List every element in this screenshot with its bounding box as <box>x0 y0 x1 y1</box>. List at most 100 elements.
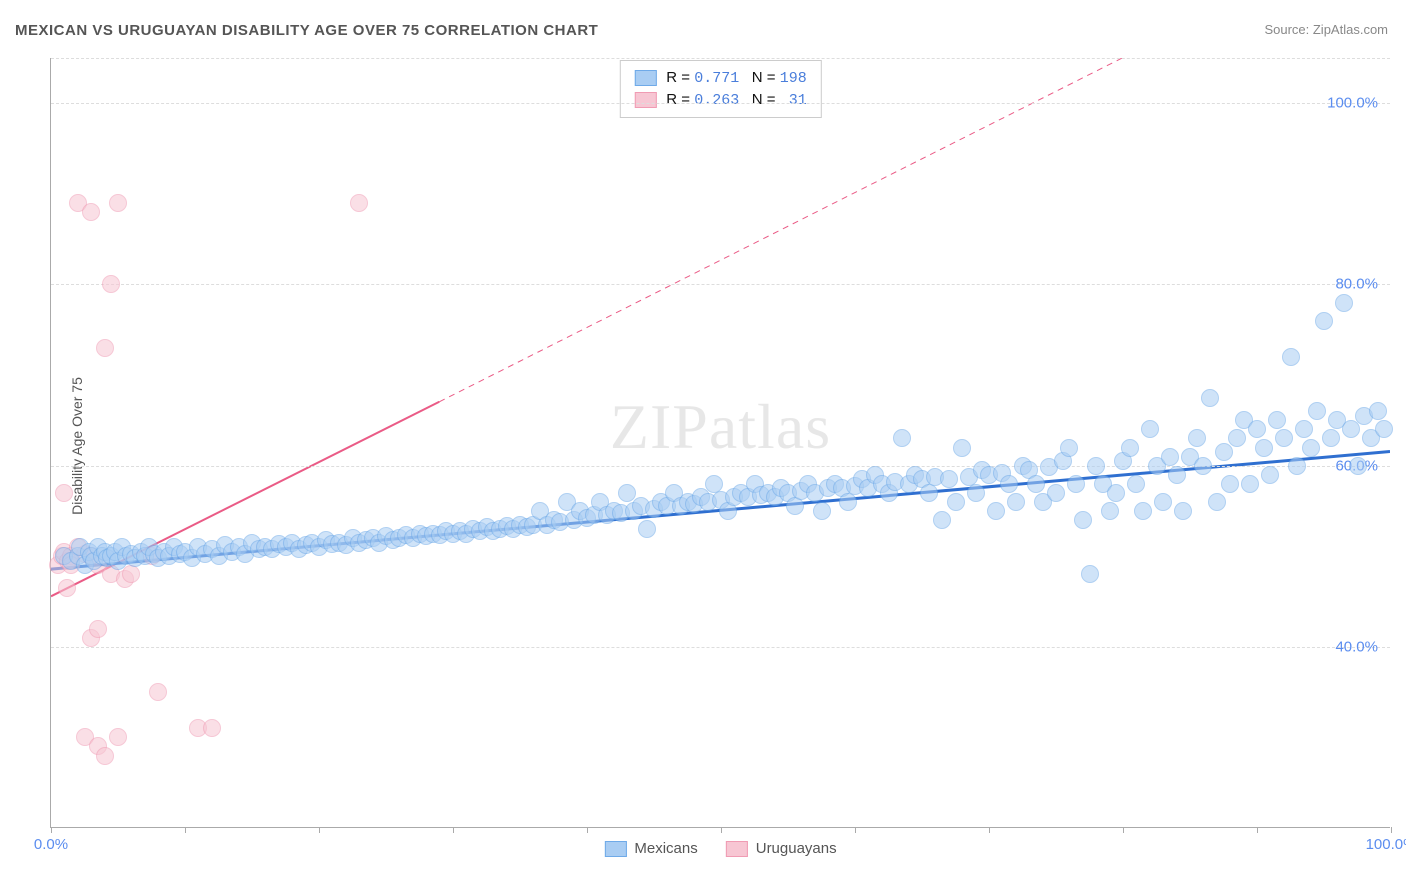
source-attribution: Source: ZipAtlas.com <box>1264 22 1388 37</box>
gridline <box>51 103 1390 104</box>
series-legend: Mexicans Uruguayans <box>604 840 836 857</box>
x-tick <box>855 827 856 833</box>
data-point <box>122 565 140 583</box>
data-point <box>987 502 1005 520</box>
data-point <box>89 620 107 638</box>
data-point <box>1302 439 1320 457</box>
x-tick-label: 0.0% <box>34 836 68 853</box>
data-point <box>1027 475 1045 493</box>
y-tick-label: 100.0% <box>1327 95 1378 112</box>
data-point <box>786 497 804 515</box>
legend-row: R = 0.263 N = 31 <box>634 89 806 111</box>
watermark: ZIPatlas <box>610 390 831 464</box>
correlation-chart: MEXICAN VS URUGUAYAN DISABILITY AGE OVER… <box>0 0 1406 892</box>
x-tick <box>989 827 990 833</box>
data-point <box>1194 457 1212 475</box>
data-point <box>839 493 857 511</box>
data-point <box>1369 402 1387 420</box>
data-point <box>893 429 911 447</box>
legend-swatch <box>726 841 748 857</box>
data-point <box>1188 429 1206 447</box>
data-point <box>109 728 127 746</box>
data-point <box>1201 389 1219 407</box>
gridline <box>51 58 1390 59</box>
data-point <box>1161 448 1179 466</box>
data-point <box>82 203 100 221</box>
x-tick <box>51 827 52 833</box>
data-point <box>1335 294 1353 312</box>
legend-label: Mexicans <box>634 840 697 857</box>
data-point <box>1154 493 1172 511</box>
data-point <box>1241 475 1259 493</box>
x-tick <box>319 827 320 833</box>
data-point <box>1208 493 1226 511</box>
data-point <box>1315 312 1333 330</box>
data-point <box>1007 493 1025 511</box>
data-point <box>203 719 221 737</box>
y-tick-label: 40.0% <box>1335 638 1378 655</box>
data-point <box>1268 411 1286 429</box>
x-tick <box>1123 827 1124 833</box>
x-tick-label: 100.0% <box>1366 836 1406 853</box>
data-point <box>96 339 114 357</box>
data-point <box>1221 475 1239 493</box>
data-point <box>1342 420 1360 438</box>
plot-area: ZIPatlas R = 0.771 N = 198 R = 0.263 N = … <box>50 58 1390 828</box>
data-point <box>96 747 114 765</box>
data-point <box>1255 439 1273 457</box>
x-tick <box>721 827 722 833</box>
data-point <box>813 502 831 520</box>
data-point <box>920 484 938 502</box>
data-point <box>55 484 73 502</box>
gridline <box>51 466 1390 467</box>
data-point <box>947 493 965 511</box>
legend-item: Uruguayans <box>726 840 837 857</box>
data-point <box>933 511 951 529</box>
data-point <box>1074 511 1092 529</box>
data-point <box>1174 502 1192 520</box>
chart-title: MEXICAN VS URUGUAYAN DISABILITY AGE OVER… <box>15 22 598 39</box>
data-point <box>1288 457 1306 475</box>
data-point <box>350 194 368 212</box>
data-point <box>1308 402 1326 420</box>
data-point <box>149 683 167 701</box>
data-point <box>1275 429 1293 447</box>
data-point <box>1248 420 1266 438</box>
x-tick <box>1257 827 1258 833</box>
data-point <box>58 579 76 597</box>
data-point <box>1261 466 1279 484</box>
x-tick <box>587 827 588 833</box>
x-tick <box>1391 827 1392 833</box>
legend-swatch <box>604 841 626 857</box>
data-point <box>1087 457 1105 475</box>
data-point <box>1101 502 1119 520</box>
data-point <box>1000 475 1018 493</box>
data-point <box>109 194 127 212</box>
gridline <box>51 284 1390 285</box>
data-point <box>1081 565 1099 583</box>
data-point <box>1215 443 1233 461</box>
data-point <box>1060 439 1078 457</box>
correlation-legend: R = 0.771 N = 198 R = 0.263 N = 31 <box>619 60 821 118</box>
data-point <box>1134 502 1152 520</box>
data-point <box>940 470 958 488</box>
legend-swatch <box>634 70 656 86</box>
y-tick-label: 80.0% <box>1335 276 1378 293</box>
data-point <box>1228 429 1246 447</box>
x-tick <box>185 827 186 833</box>
legend-text: R = 0.771 N = 198 <box>666 69 806 87</box>
legend-text: R = 0.263 N = 31 <box>666 91 806 109</box>
data-point <box>638 520 656 538</box>
data-point <box>1375 420 1393 438</box>
legend-swatch <box>634 92 656 108</box>
data-point <box>1107 484 1125 502</box>
data-point <box>1127 475 1145 493</box>
data-point <box>1121 439 1139 457</box>
data-point <box>102 275 120 293</box>
data-point <box>705 475 723 493</box>
data-point <box>1067 475 1085 493</box>
x-tick <box>453 827 454 833</box>
data-point <box>1047 484 1065 502</box>
legend-row: R = 0.771 N = 198 <box>634 67 806 89</box>
data-point <box>1282 348 1300 366</box>
